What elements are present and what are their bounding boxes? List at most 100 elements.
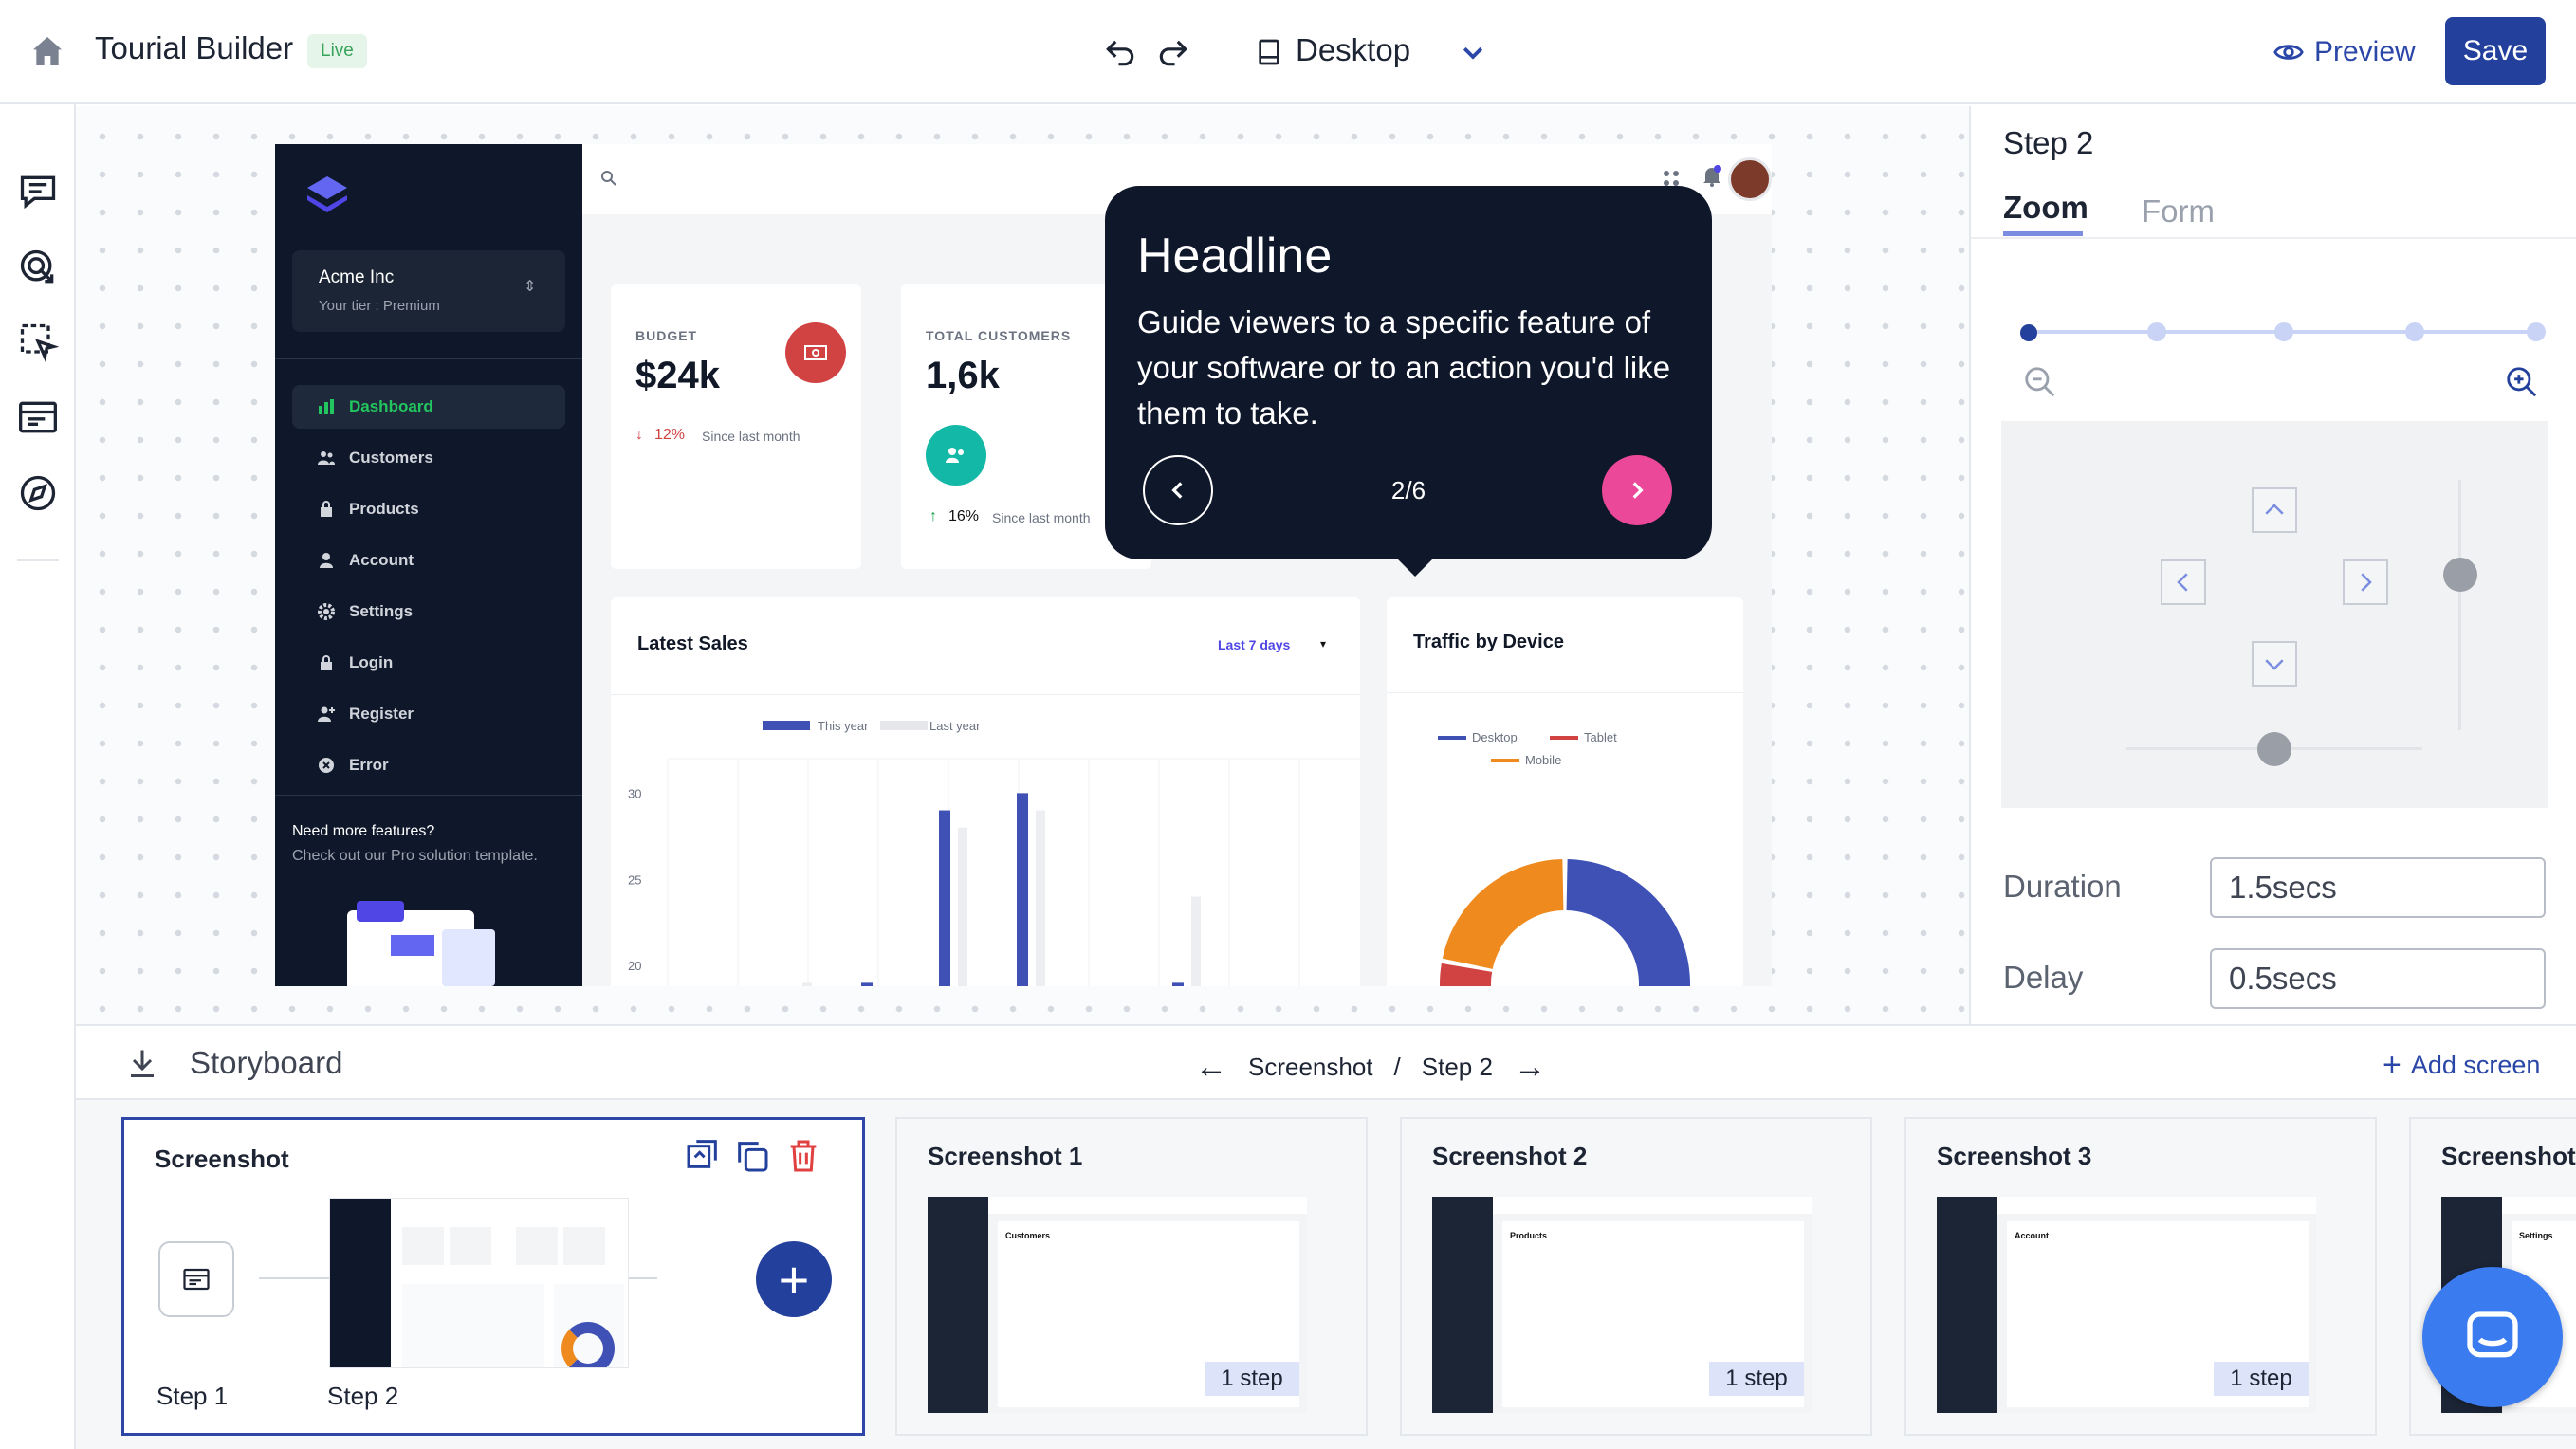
donut-slice-desktop	[1566, 859, 1690, 986]
nav-login[interactable]: Login	[292, 641, 565, 685]
current-screen-card[interactable]: Screenshot + Step 1 Step 2	[121, 1117, 865, 1436]
tab-zoom[interactable]: Zoom	[2003, 190, 2088, 225]
step-count-badge: 1 step	[1205, 1362, 1299, 1396]
nav-label: Error	[349, 756, 389, 774]
bag-icon	[317, 500, 336, 519]
apps-icon[interactable]	[1662, 169, 1681, 188]
step-1-node[interactable]	[158, 1241, 234, 1317]
y-tick-label: 25	[628, 872, 641, 887]
traffic-chart: Desktop Tablet Mobile	[1438, 730, 1690, 986]
arrow-down-icon: ↓	[635, 427, 643, 443]
select-area-icon[interactable]	[17, 321, 59, 362]
nav-label: Customers	[349, 449, 433, 467]
duplicate-icon[interactable]	[733, 1137, 771, 1175]
chat-icon	[2467, 1311, 2518, 1358]
chevron-down-icon[interactable]	[1453, 32, 1493, 72]
next-button[interactable]	[1602, 455, 1672, 525]
horizontal-pan-thumb[interactable]	[2257, 732, 2291, 766]
zoom-out-icon[interactable]	[2022, 364, 2058, 400]
add-step-button[interactable]: +	[756, 1241, 832, 1317]
save-button[interactable]: Save	[2445, 17, 2546, 85]
vertical-pan-thumb[interactable]	[2443, 558, 2477, 592]
trash-icon[interactable]	[784, 1137, 822, 1175]
tooltip-headline[interactable]: Headline	[1137, 229, 1333, 284]
pan-control	[2001, 421, 2548, 808]
pan-left-button[interactable]	[2161, 559, 2206, 605]
add-screen-button[interactable]: + Add screen	[2383, 1047, 2540, 1084]
arrow-right-icon[interactable]: →	[1513, 1049, 1546, 1085]
range-select[interactable]: Last 7 days	[1218, 637, 1291, 652]
chevron-left-icon	[1171, 482, 1183, 499]
pan-up-button[interactable]	[2252, 487, 2297, 533]
nav-settings[interactable]: Settings	[292, 590, 565, 633]
screen-card-2[interactable]: Screenshot 2 Products 1 step	[1400, 1117, 1872, 1436]
pan-down-button[interactable]	[2252, 641, 2297, 687]
zoom-step-dot[interactable]	[2274, 322, 2293, 341]
bar-this-year	[861, 982, 873, 986]
search-icon[interactable]	[599, 169, 618, 188]
storyboard-area: Screenshot + Step 1 Step 2 Screenshot 1 …	[76, 1100, 2576, 1449]
org-switcher[interactable]: Acme Inc Your tier : Premium ⇕	[292, 250, 565, 332]
undo-icon[interactable]	[1096, 28, 1144, 76]
bar-this-year	[1172, 982, 1184, 986]
comment-icon[interactable]	[17, 171, 59, 212]
tooltip-page: 2/6	[1390, 476, 1426, 504]
delay-input[interactable]	[2210, 948, 2546, 1009]
zoom-step-dot[interactable]	[2527, 322, 2546, 341]
chat-launcher[interactable]	[2422, 1267, 2563, 1407]
nav-register[interactable]: Register	[292, 692, 565, 736]
desktop-icon	[1250, 32, 1288, 72]
redo-icon[interactable]	[1150, 28, 1197, 76]
vertical-pan-track[interactable]	[2458, 480, 2461, 730]
chevron-down-icon	[2265, 659, 2284, 670]
screen-card-3[interactable]: Screenshot 3 Account 1 step	[1904, 1117, 2377, 1436]
navigate-icon[interactable]	[17, 472, 59, 514]
tab-indicator	[2003, 231, 2083, 236]
card-title: Screenshot 1	[928, 1142, 1083, 1170]
avatar[interactable]	[1728, 157, 1772, 201]
step-1-label: Step 1	[156, 1382, 229, 1410]
eye-icon	[2273, 45, 2304, 60]
budget-change: 12%	[654, 427, 686, 443]
legend-swatch-last-year	[880, 721, 928, 730]
budget-change-text: Since last month	[702, 429, 800, 444]
nav-products[interactable]: Products	[292, 487, 565, 531]
bar-last-year	[802, 982, 812, 986]
lock-icon	[317, 653, 336, 672]
step-2-thumbnail[interactable]	[329, 1198, 629, 1368]
zoom-step-dot[interactable]	[2147, 322, 2166, 341]
hotspot-icon[interactable]	[17, 247, 59, 288]
nav-customers[interactable]: Customers	[292, 436, 565, 480]
screen-thumbnail: Customers 1 step	[928, 1197, 1307, 1413]
arrow-left-icon[interactable]: ←	[1195, 1049, 1227, 1085]
duration-input[interactable]	[2210, 857, 2546, 918]
nav-error[interactable]: Error	[292, 743, 565, 787]
home-icon[interactable]	[27, 32, 68, 70]
nav-account[interactable]: Account	[292, 539, 565, 582]
nav-dashboard[interactable]: Dashboard	[292, 385, 565, 429]
crumb-screen[interactable]: Screenshot	[1248, 1053, 1373, 1081]
download-icon[interactable]	[125, 1045, 159, 1081]
crumb-step[interactable]: Step 2	[1421, 1053, 1493, 1081]
screen-card-icon[interactable]	[17, 396, 59, 438]
screen-card-1[interactable]: Screenshot 1 Customers 1 step	[895, 1117, 1368, 1436]
preview-button[interactable]: Preview	[2272, 28, 2416, 76]
bar-this-year	[939, 810, 950, 986]
donut-slice-tablet	[1440, 963, 1493, 986]
replace-screen-icon[interactable]	[684, 1135, 722, 1173]
screen-thumbnail: Account 1 step	[1937, 1197, 2316, 1413]
zoom-slider-thumb[interactable]	[2020, 324, 2037, 341]
tab-form[interactable]: Form	[2142, 193, 2215, 229]
tooltip-body[interactable]: Guide viewers to a specific feature of y…	[1137, 304, 1671, 431]
chevron-right-icon	[2361, 573, 2372, 592]
prev-button[interactable]	[1143, 455, 1213, 525]
zoom-step-dot[interactable]	[2405, 322, 2424, 341]
device-select[interactable]: Desktop	[1296, 32, 1411, 67]
pan-right-button[interactable]	[2343, 559, 2388, 605]
zoom-in-icon[interactable]	[2504, 364, 2540, 400]
budget-value: $24k	[635, 355, 720, 396]
gear-icon	[317, 602, 336, 621]
breadcrumb: ← Screenshot / Step 2 →	[1195, 1049, 1546, 1086]
side-divider	[275, 358, 582, 359]
bell-icon[interactable]	[1702, 165, 1722, 188]
